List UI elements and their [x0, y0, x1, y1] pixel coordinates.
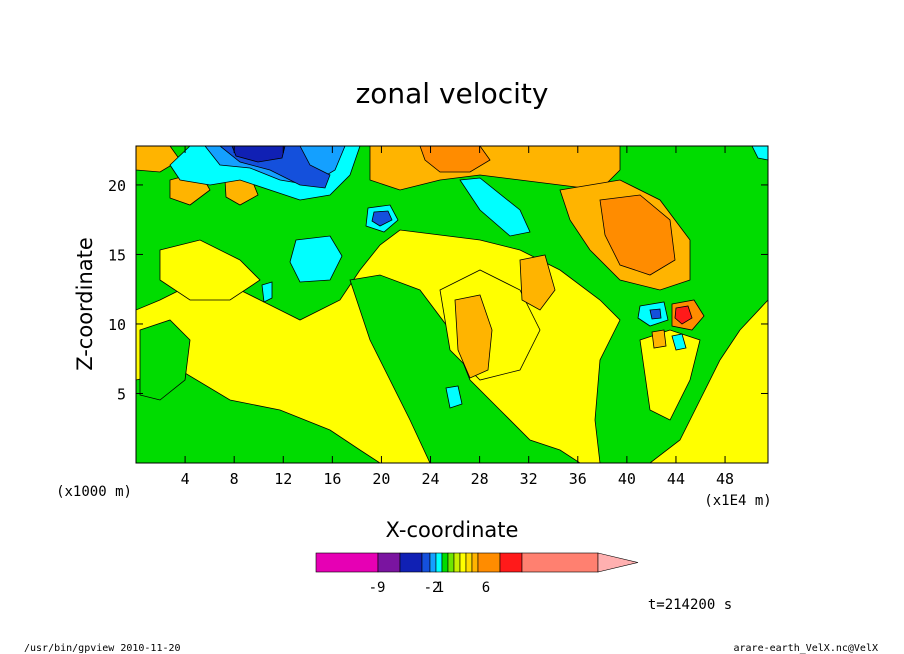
x-unit-note: (x1E4 m): [704, 493, 771, 509]
x-tick-label-8: 36: [569, 470, 587, 488]
colorbar-label-2: 1: [436, 580, 444, 596]
orange-right-core: [599, 194, 676, 276]
y-tick-label-3: 20: [108, 177, 126, 195]
y-axis-label: Z-coordinate: [73, 237, 97, 371]
colorbar-segment-11: [471, 552, 479, 573]
red-disturb: [674, 305, 693, 325]
colorbar-segment-5: [435, 552, 443, 573]
colorbar-labels: -9 -21 6: [369, 580, 491, 596]
x-tick-label-2: 12: [274, 470, 292, 488]
cyan-strip-center: [459, 177, 531, 237]
x-tick-label-3: 16: [323, 470, 341, 488]
x-tick-label-9: 40: [618, 470, 636, 488]
green-left-lobe: [139, 319, 191, 401]
colorbar-segment-12: [477, 552, 501, 573]
cyan-disturb-lower: [671, 333, 687, 351]
blue-disturb: [649, 308, 662, 320]
colorbar-segment-14: [521, 552, 599, 573]
x-axis: 4 8 12 16 20 24 28 32 36 40 44 48: [181, 146, 734, 488]
yellow-left-island: [159, 239, 261, 301]
blue-dark-top: [231, 146, 286, 163]
y-tick-label-1: 10: [108, 316, 126, 334]
yellow-right-strip: [639, 329, 701, 421]
x-tick-label-7: 32: [520, 470, 538, 488]
colorbar-segment-2: [399, 552, 423, 573]
x-tick-label-6: 28: [471, 470, 489, 488]
y-unit-note: (x1000 m): [56, 484, 132, 500]
footer-right: arare-earth_VelX.nc@VelX: [734, 643, 879, 654]
x-tick-label-10: 44: [667, 470, 685, 488]
colorbar-segment-8: [453, 552, 461, 573]
colorbar: [315, 552, 639, 573]
time-label: t=214200 s: [648, 597, 732, 613]
cyan-small-bottom: [445, 385, 463, 409]
green-lower-left: [136, 369, 381, 463]
orange-upper-left: [136, 146, 181, 173]
colorbar-label-1: -2: [424, 580, 441, 596]
colorbar-segment-3: [421, 552, 431, 573]
colorbar-segment-13: [499, 552, 523, 573]
x-axis-label: X-coordinate: [386, 518, 519, 542]
colorbar-label-3: 6: [482, 580, 490, 596]
y-tick-label-0: 5: [117, 385, 126, 403]
y-axis: 5 10 15 20: [108, 177, 768, 403]
x-tick-label-0: 4: [181, 470, 190, 488]
contour-field: [136, 146, 768, 463]
y-tick-label-2: 15: [108, 246, 126, 264]
orange-center-blob: [454, 294, 493, 379]
x-tick-label-1: 8: [230, 470, 239, 488]
colorbar-segment-6: [441, 552, 449, 573]
x-tick-label-11: 48: [716, 470, 734, 488]
colorbar-segment-10: [465, 552, 473, 573]
colorbar-segment-9: [459, 552, 467, 573]
colorbar-segment-1: [377, 552, 401, 573]
footer-left: /usr/bin/gpview 2010-11-20: [24, 643, 181, 654]
x-tick-label-5: 24: [421, 470, 439, 488]
orange-disturb-lower: [651, 329, 667, 349]
colorbar-segment-7: [447, 552, 455, 573]
blue-blob-20: [371, 210, 393, 227]
chart-title: zonal velocity: [356, 77, 549, 110]
cyan-right-top: [751, 146, 768, 161]
orange-top-core: [419, 146, 491, 173]
colorbar-label-0: -9: [369, 580, 386, 596]
colorbar-segment-4: [429, 552, 437, 573]
x-tick-label-4: 20: [372, 470, 390, 488]
green-center-lobe: [349, 274, 581, 463]
plot-frame: [135, 145, 769, 464]
cyan-small-left: [261, 281, 273, 303]
cyan-blob-left: [289, 235, 343, 283]
colorbar-segment-0: [315, 552, 379, 573]
orange-mid-blob: [519, 254, 556, 311]
colorbar-extension-arrow: [597, 552, 639, 573]
